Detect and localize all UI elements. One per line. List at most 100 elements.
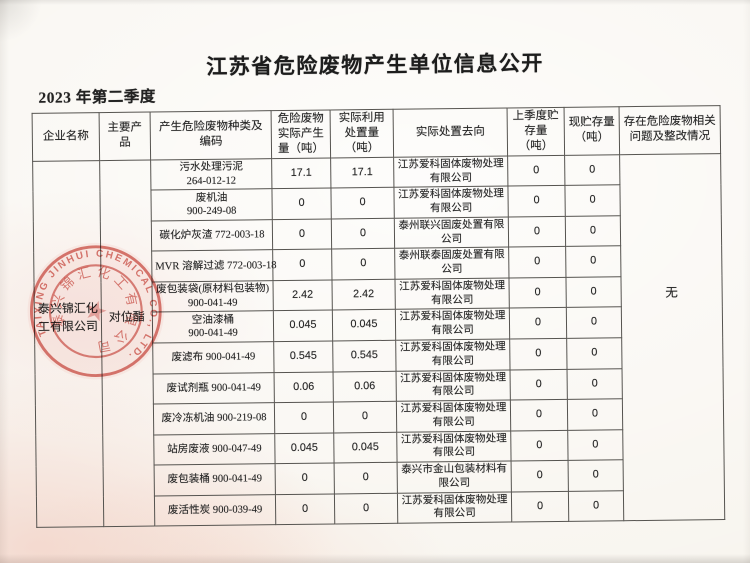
- produced-amount-cell: 0.545: [273, 340, 334, 373]
- waste-kind-name: 碳化炉灰渣 772-003-18: [159, 229, 265, 242]
- issues-remark: 无: [665, 285, 678, 300]
- destination-cell: 江苏爱科固体废物处理有限公司: [393, 186, 509, 219]
- destination-cell: 江苏爱科固体废物处理有限公司: [396, 430, 512, 463]
- waste-kind-name: 污水处理污泥: [179, 161, 244, 174]
- current-storage-cell: 0: [567, 398, 623, 430]
- waste-kind-name: 空油漆桶: [191, 314, 235, 327]
- disposed-amount-cell: 0.045: [332, 309, 396, 341]
- produced-amount-cell: 0.045: [274, 432, 335, 464]
- waste-kind-name: 废试剂瓶 900-041-49: [166, 381, 262, 395]
- waste-kind-code: 264-012-12: [186, 175, 237, 187]
- current-storage-cell: 0: [566, 337, 623, 369]
- col-header-product: 主要产品: [99, 112, 151, 161]
- col-header-company: 企业名称: [32, 112, 100, 162]
- last-quarter-storage-cell: 0: [509, 338, 568, 370]
- waste-kind-cell: MVR 溶解过滤 772-003-18: [151, 250, 277, 282]
- col-header-current: 现贮存量（吨）: [564, 106, 620, 156]
- produced-amount-cell: 0: [274, 402, 334, 434]
- disposed-amount-cell: 0.545: [332, 340, 397, 372]
- waste-kind-name: 废活性炭 900-039-49: [167, 504, 263, 517]
- report-period: 2023 年第二季度: [38, 88, 156, 107]
- disposed-amount-cell: 0.045: [333, 431, 398, 464]
- waste-kind-code: 900-041-49: [188, 327, 238, 340]
- disposed-amount-cell: 0: [331, 218, 395, 250]
- waste-kind-cell: 废试剂瓶 900-041-49: [153, 372, 275, 405]
- last-quarter-storage-cell: 0: [510, 399, 568, 431]
- waste-kind-name: 废包装袋(原材料包装物): [156, 283, 270, 296]
- disposed-amount-cell: 0: [331, 248, 395, 280]
- last-quarter-storage-cell: 0: [510, 429, 569, 462]
- destination-cell: 江苏爱科固体废物处理有限公司: [397, 491, 512, 524]
- disposed-amount-cell: 0: [334, 492, 398, 525]
- last-quarter-storage-cell: 0: [508, 277, 567, 309]
- destination-cell: 泰州联泰固废处置有限公司: [394, 247, 509, 280]
- waste-kind-code: 900-249-08: [186, 205, 237, 218]
- produced-amount-cell: 17.1: [271, 157, 331, 190]
- waste-kind-name: 废滤布 900-041-49: [171, 351, 256, 364]
- destination-cell: 江苏爱科固体废物处理有限公司: [395, 308, 510, 341]
- disposed-amount-cell: 0.06: [333, 370, 397, 403]
- current-storage-cell: 0: [565, 215, 621, 247]
- produced-amount-cell: 0.045: [273, 310, 333, 342]
- company-name: 泰兴锦汇化工有限公司: [37, 301, 99, 334]
- produced-amount-cell: 2.42: [272, 279, 333, 312]
- disposed-amount-cell: 0: [334, 462, 398, 494]
- last-quarter-storage-cell: 0: [507, 185, 566, 217]
- destination-cell: 江苏爱科固体废物处理有限公司: [395, 338, 511, 371]
- current-storage-cell: 0: [567, 429, 624, 461]
- waste-kind-cell: 废冷冻机油 900-219-08: [153, 402, 275, 435]
- col-header-disposed: 实际利用处置量（吨）: [330, 109, 394, 158]
- waste-kind-cell: 空油漆桶 900-041-49: [152, 311, 274, 344]
- current-storage-cell: 0: [564, 185, 621, 217]
- current-storage-cell: 0: [567, 368, 623, 400]
- destination-cell: 泰州联兴固废处置有限公司: [394, 216, 509, 249]
- issues-cell: 无: [619, 153, 725, 521]
- destination-cell: 江苏爱科固体废物处理有限公司: [396, 400, 511, 432]
- waste-kind-name: 废包装桶 900-041-49: [167, 473, 263, 486]
- destination-cell: 江苏爱科固体废物处理有限公司: [396, 369, 511, 402]
- table-header-row: 企业名称 主要产品 产生危险废物种类及编码 危险废物实际产生量（吨） 实际利用处…: [32, 105, 721, 162]
- last-quarter-storage-cell: 0: [508, 216, 566, 248]
- main-product: 对位酯: [108, 309, 145, 325]
- current-storage-cell: 0: [564, 154, 620, 186]
- waste-kind-cell: 废滤布 900-041-49: [152, 341, 275, 374]
- disposed-amount-cell: 0: [330, 187, 395, 219]
- last-quarter-storage-cell: 0: [510, 368, 568, 401]
- col-header-produced: 危险废物实际产生量（吨）: [271, 110, 331, 159]
- waste-kind-cell: 废包装桶 900-041-49: [154, 463, 276, 496]
- waste-kind-cell: 废机油 900-249-08: [150, 189, 273, 221]
- current-storage-cell: 0: [568, 490, 624, 522]
- last-quarter-storage-cell: 0: [511, 460, 569, 492]
- waste-disclosure-table: 企业名称 主要产品 产生危险废物种类及编码 危险废物实际产生量（吨） 实际利用处…: [31, 105, 726, 529]
- produced-amount-cell: 0: [272, 218, 332, 251]
- produced-amount-cell: 0: [275, 463, 335, 495]
- waste-kind-cell: 废活性炭 900-039-49: [154, 494, 276, 527]
- main-product-cell: 对位酯: [99, 159, 155, 527]
- produced-amount-cell: 0: [272, 249, 332, 281]
- col-header-issues: 存在危险废物相关问题及整改情况: [619, 105, 721, 155]
- produced-amount-cell: 0: [275, 493, 335, 525]
- col-header-kind: 产生危险废物种类及编码: [150, 110, 272, 160]
- current-storage-cell: 0: [566, 307, 622, 339]
- waste-kind-cell: 站房废液 900-047-49: [153, 433, 276, 466]
- waste-kind-name: 废机油: [195, 192, 228, 204]
- waste-kind-cell: 废包装袋(原材料包装物) 900-041-49: [152, 280, 274, 313]
- last-quarter-storage-cell: 0: [509, 307, 567, 339]
- waste-kind-name: MVR 溶解过滤 772-003-18: [155, 259, 277, 273]
- destination-cell: 江苏爱科固体废物处理有限公司: [393, 155, 508, 188]
- waste-kind-name: 废冷冻机油 900-219-08: [161, 412, 267, 425]
- destination-cell: 泰兴市金山包装材料有限公司: [397, 461, 512, 493]
- waste-kind-code: 900-041-49: [187, 297, 238, 309]
- last-quarter-storage-cell: 0: [507, 155, 565, 187]
- produced-amount-cell: 0.06: [274, 371, 334, 403]
- col-header-destination: 实际处置去向: [393, 107, 508, 158]
- produced-amount-cell: 0: [271, 188, 332, 220]
- document-title: 江苏省危险废物产生单位信息公开: [206, 51, 544, 79]
- current-storage-cell: 0: [565, 276, 622, 308]
- last-quarter-storage-cell: 0: [508, 246, 566, 278]
- waste-kind-cell: 污水处理污泥 264-012-12: [150, 158, 272, 191]
- last-quarter-storage-cell: 0: [511, 490, 569, 523]
- current-storage-cell: 0: [568, 459, 624, 491]
